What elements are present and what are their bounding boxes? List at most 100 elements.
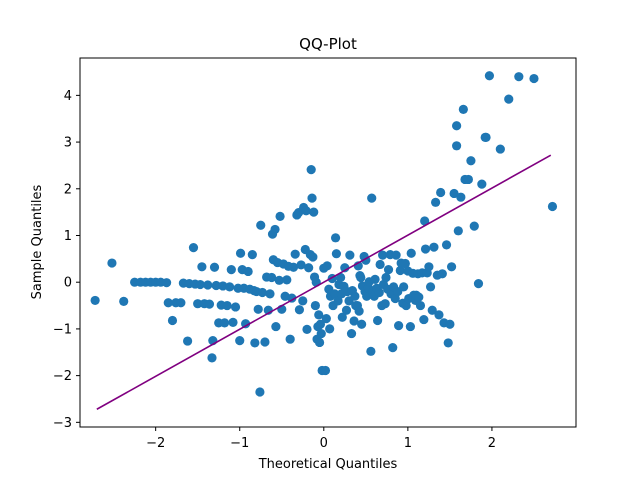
data-point bbox=[230, 302, 241, 312]
data-point bbox=[296, 260, 306, 270]
data-point bbox=[188, 243, 199, 253]
data-point bbox=[274, 275, 284, 285]
data-point bbox=[314, 337, 325, 348]
data-point bbox=[247, 250, 257, 260]
data-point bbox=[452, 141, 462, 151]
data-point bbox=[477, 179, 487, 189]
data-point bbox=[425, 282, 436, 292]
data-point bbox=[298, 296, 308, 306]
data-point bbox=[406, 248, 416, 258]
data-point bbox=[331, 249, 342, 259]
data-point bbox=[209, 262, 220, 272]
data-point bbox=[436, 187, 446, 198]
data-point bbox=[316, 328, 326, 339]
data-point bbox=[345, 250, 355, 260]
data-point bbox=[207, 353, 217, 363]
data-point bbox=[357, 319, 367, 329]
data-point bbox=[267, 272, 277, 283]
data-point bbox=[473, 279, 484, 289]
data-point bbox=[176, 298, 186, 308]
data-point bbox=[443, 338, 453, 348]
data-point bbox=[419, 314, 429, 325]
data-point bbox=[222, 300, 232, 311]
data-point bbox=[424, 262, 434, 272]
data-point bbox=[452, 121, 462, 131]
data-point bbox=[378, 250, 388, 260]
y-tick-label: 0 bbox=[64, 276, 72, 291]
data-point bbox=[366, 346, 376, 356]
x-tick-label: 1 bbox=[404, 436, 412, 451]
data-point bbox=[463, 174, 473, 185]
x-axis-ticks: −2 −1 0 1 2 bbox=[146, 427, 496, 451]
y-axis-ticks: −3 −2 −1 0 1 2 3 4 bbox=[53, 89, 80, 431]
data-point bbox=[380, 299, 390, 309]
data-point bbox=[547, 201, 558, 212]
data-point bbox=[314, 310, 324, 320]
data-point bbox=[420, 244, 431, 254]
data-point bbox=[322, 261, 332, 271]
data-point bbox=[308, 252, 318, 262]
data-point bbox=[514, 72, 524, 82]
data-point bbox=[275, 211, 285, 221]
data-point bbox=[330, 233, 341, 243]
data-point bbox=[395, 265, 405, 276]
y-axis-title: Sample Quantiles bbox=[30, 184, 45, 299]
data-point bbox=[370, 274, 380, 284]
data-point bbox=[257, 287, 268, 298]
data-point bbox=[235, 248, 246, 258]
data-point bbox=[400, 258, 410, 269]
data-point bbox=[243, 266, 253, 277]
data-point bbox=[341, 305, 352, 315]
data-point bbox=[226, 264, 236, 275]
data-point bbox=[391, 250, 401, 260]
data-point bbox=[119, 296, 129, 306]
y-tick-label: 1 bbox=[64, 229, 72, 244]
data-point bbox=[325, 324, 335, 334]
data-point bbox=[434, 310, 444, 320]
data-point bbox=[285, 334, 295, 344]
data-point bbox=[446, 262, 457, 272]
data-point bbox=[265, 289, 275, 299]
data-point bbox=[302, 324, 312, 334]
data-point bbox=[350, 291, 360, 301]
data-point bbox=[235, 335, 245, 346]
data-point bbox=[193, 299, 203, 309]
data-point bbox=[504, 94, 514, 104]
data-point bbox=[431, 197, 441, 207]
data-point bbox=[414, 292, 424, 302]
data-point bbox=[437, 269, 447, 279]
data-point bbox=[195, 279, 205, 290]
data-point bbox=[469, 221, 479, 231]
data-point bbox=[253, 304, 263, 314]
data-point bbox=[250, 338, 260, 348]
data-point bbox=[456, 192, 466, 202]
data-point bbox=[383, 264, 394, 275]
data-point bbox=[415, 300, 426, 311]
data-point bbox=[161, 278, 172, 288]
x-axis-title: Theoretical Quantiles bbox=[258, 457, 398, 472]
y-tick-label: −3 bbox=[53, 416, 72, 431]
data-point bbox=[445, 319, 455, 329]
data-point bbox=[271, 321, 281, 332]
data-point bbox=[374, 287, 384, 298]
data-point bbox=[381, 272, 391, 283]
data-point bbox=[337, 312, 347, 322]
data-point bbox=[228, 317, 238, 327]
data-point bbox=[466, 156, 476, 166]
data-point bbox=[429, 242, 439, 252]
data-point bbox=[225, 282, 235, 292]
data-point bbox=[309, 207, 319, 217]
data-point bbox=[399, 282, 409, 292]
data-point bbox=[218, 281, 228, 291]
data-point bbox=[288, 262, 299, 272]
data-point bbox=[495, 144, 505, 154]
data-point bbox=[458, 104, 468, 114]
data-point bbox=[204, 299, 215, 309]
data-point bbox=[90, 295, 100, 306]
x-tick-label: −1 bbox=[230, 436, 249, 451]
x-tick-label: 2 bbox=[488, 436, 496, 451]
data-point bbox=[336, 272, 346, 283]
data-point bbox=[306, 165, 316, 175]
data-point bbox=[183, 336, 193, 346]
